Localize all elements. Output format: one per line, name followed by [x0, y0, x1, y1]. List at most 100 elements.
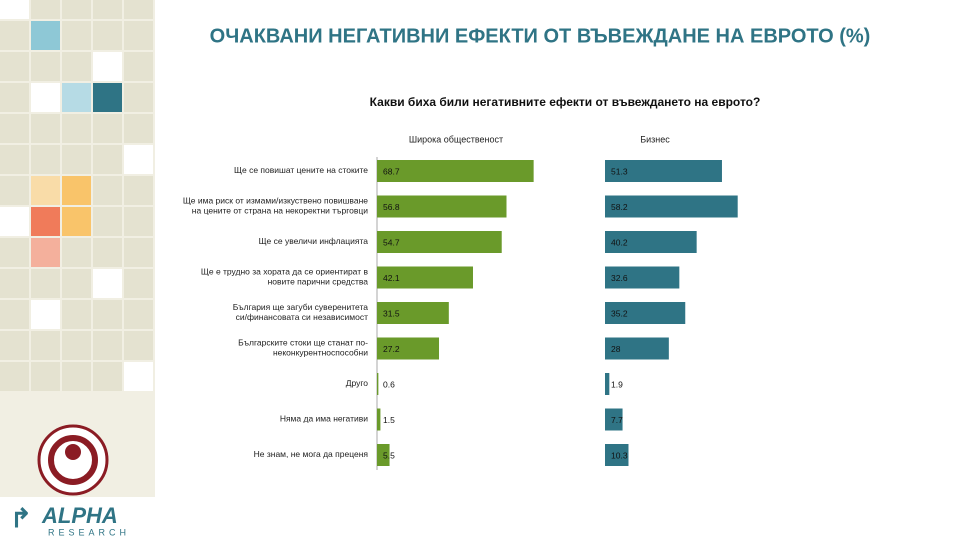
value-label: 10.3	[611, 450, 628, 460]
tile	[31, 0, 60, 19]
tile	[62, 269, 91, 298]
tile	[93, 269, 122, 298]
category-label: Не знам, не мога да преценя	[254, 449, 369, 459]
logo-emblem	[37, 424, 109, 496]
bar	[605, 231, 697, 253]
tile	[0, 176, 29, 205]
tile	[93, 52, 122, 81]
value-label: 1.5	[383, 415, 395, 425]
value-label: 32.6	[611, 273, 628, 283]
bar	[377, 337, 440, 360]
tile	[0, 300, 29, 329]
tile	[93, 238, 122, 267]
bar	[605, 195, 738, 218]
value-label: 27.2	[383, 344, 400, 354]
tile	[0, 52, 29, 81]
category-label: Ще се увеличи инфлацията	[259, 236, 369, 246]
value-label: 5.5	[383, 450, 395, 460]
tile	[124, 0, 153, 19]
value-label: 68.7	[383, 166, 400, 176]
value-label: 1.9	[611, 379, 623, 389]
tile	[0, 269, 29, 298]
category-label: Българските стоки ще станат по-неконкуре…	[238, 338, 368, 358]
category-label: Ще е трудно за хората да се ориентират в…	[201, 267, 369, 287]
tile	[31, 362, 60, 391]
value-label: 51.3	[611, 166, 628, 176]
legend-label: Широка общественост	[409, 134, 503, 144]
tile	[0, 331, 29, 360]
tile	[124, 114, 153, 143]
tile	[62, 362, 91, 391]
bar	[605, 444, 629, 466]
bar	[377, 444, 390, 466]
tile	[124, 207, 153, 236]
tile	[93, 21, 122, 50]
tile	[124, 83, 153, 112]
tile	[93, 300, 122, 329]
tile	[124, 238, 153, 267]
tile	[124, 176, 153, 205]
category-label: България ще загуби суверенитета си/финанс…	[233, 302, 369, 322]
tile	[124, 300, 153, 329]
tile	[0, 362, 29, 391]
value-label: 58.2	[611, 202, 628, 212]
bar	[605, 302, 686, 324]
category-label: Друго	[346, 378, 369, 388]
tile	[31, 238, 60, 267]
tile	[93, 362, 122, 391]
logo-sub: RESEARCH	[48, 527, 130, 537]
tile	[62, 300, 91, 329]
tile	[93, 331, 122, 360]
bar	[377, 160, 534, 182]
tile	[62, 52, 91, 81]
bar	[605, 160, 722, 182]
tile	[124, 269, 153, 298]
tile	[124, 52, 153, 81]
category-label: Ще има риск от измами/изкуствено повишва…	[183, 196, 368, 216]
tile	[93, 145, 122, 174]
tile	[93, 114, 122, 143]
tile	[31, 269, 60, 298]
category-label: Ще се повишат цените на стоките	[234, 165, 368, 175]
tile	[62, 207, 91, 236]
tile	[93, 83, 122, 112]
bar	[377, 373, 379, 395]
bar	[377, 302, 449, 324]
tile	[124, 21, 153, 50]
legend-label: Бизнес	[640, 134, 670, 144]
tile	[0, 114, 29, 143]
logo-box	[0, 497, 155, 540]
tile	[0, 145, 29, 174]
tile	[93, 0, 122, 19]
bar	[377, 195, 507, 218]
bar	[377, 408, 381, 431]
value-label: 42.1	[383, 273, 400, 283]
tile	[31, 83, 60, 112]
tile	[62, 331, 91, 360]
tile	[0, 0, 29, 19]
value-label: 40.2	[611, 237, 628, 247]
tile	[31, 52, 60, 81]
value-label: 28	[611, 344, 621, 354]
category-label: Няма да има негативи	[280, 414, 368, 424]
tile	[93, 207, 122, 236]
value-label: 35.2	[611, 308, 628, 318]
tile	[31, 331, 60, 360]
tile	[62, 114, 91, 143]
bar	[605, 266, 680, 289]
tile	[31, 21, 60, 50]
bar	[605, 373, 610, 395]
value-label: 56.8	[383, 202, 400, 212]
tile	[62, 0, 91, 19]
value-label: 31.5	[383, 308, 400, 318]
value-label: 0.6	[383, 379, 395, 389]
bar	[377, 266, 473, 289]
tile	[31, 300, 60, 329]
tile	[31, 114, 60, 143]
logo-mark: ↱	[10, 503, 32, 533]
tile	[62, 83, 91, 112]
bar	[377, 231, 502, 253]
tile	[62, 21, 91, 50]
tile	[62, 145, 91, 174]
